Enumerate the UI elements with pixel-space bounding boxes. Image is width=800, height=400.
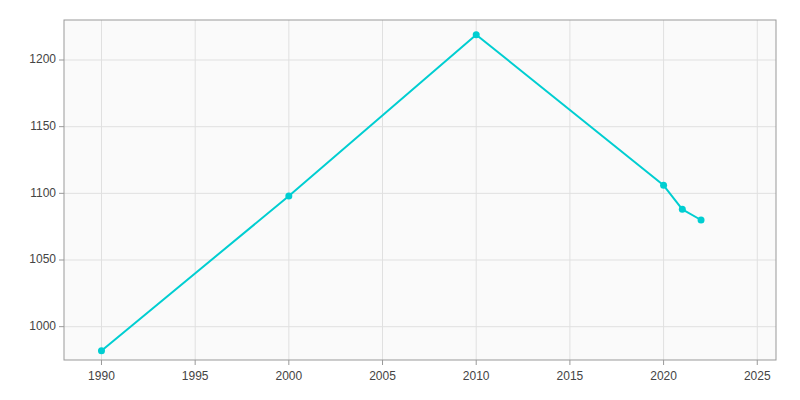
x-tick-label: 2025 bbox=[744, 369, 771, 383]
y-tick-label: 1050 bbox=[29, 252, 56, 266]
x-tick-label: 2020 bbox=[650, 369, 677, 383]
point bbox=[473, 31, 480, 38]
x-grid-line bbox=[288, 20, 289, 360]
x-tick-label: 2000 bbox=[275, 369, 302, 383]
point bbox=[679, 206, 686, 213]
y-tick-label: 1200 bbox=[29, 52, 56, 66]
line bbox=[101, 35, 701, 351]
x-tick-label: 2005 bbox=[369, 369, 396, 383]
y-grid-line bbox=[64, 60, 776, 61]
axes: 1000 1050 1100 1150 1200 1990 1995 2000 2005 2010… bbox=[29, 52, 771, 383]
y-tick bbox=[59, 193, 64, 194]
x-tick-label: 2010 bbox=[463, 369, 490, 383]
y-grid-line bbox=[64, 260, 776, 261]
point bbox=[660, 182, 667, 189]
y-tick bbox=[59, 60, 64, 61]
y-tick-label: 1100 bbox=[30, 186, 56, 200]
x-grid-line bbox=[569, 20, 570, 360]
x-grid-line bbox=[663, 20, 664, 360]
y-tick-label: 1000 bbox=[29, 319, 56, 333]
x-tick bbox=[288, 360, 289, 365]
x-grid-line bbox=[195, 20, 196, 360]
x-tick-label: 1990 bbox=[88, 369, 115, 383]
plot-background bbox=[64, 20, 776, 360]
x-tick-label: 2015 bbox=[557, 369, 584, 383]
x-tick bbox=[382, 360, 383, 365]
x-tick bbox=[195, 360, 196, 365]
x-grid-line bbox=[382, 20, 383, 360]
y-tick bbox=[59, 260, 64, 261]
x-tick bbox=[101, 360, 102, 365]
x-tick bbox=[476, 360, 477, 365]
y-grid-line bbox=[64, 126, 776, 127]
x-tick-label: 1995 bbox=[182, 369, 209, 383]
x-tick bbox=[569, 360, 570, 365]
point bbox=[98, 347, 105, 354]
x-grid-line bbox=[757, 20, 758, 360]
y-tick bbox=[59, 326, 64, 327]
chart-container: 1000 1050 1100 1150 1200 1990 1995 2000 2005 2010… bbox=[0, 0, 800, 400]
y-tick-label: 1150 bbox=[30, 119, 56, 133]
x-grid-line bbox=[476, 20, 477, 360]
plot-frame bbox=[64, 20, 776, 360]
chart-svg: 1000 1050 1100 1150 1200 1990 1995 2000 2005 2010… bbox=[0, 0, 800, 400]
data-group bbox=[98, 31, 705, 354]
point bbox=[698, 217, 705, 224]
x-tick bbox=[757, 360, 758, 365]
y-tick bbox=[59, 126, 64, 127]
x-grid-line bbox=[101, 20, 102, 360]
grid bbox=[64, 20, 776, 360]
y-grid-line bbox=[64, 326, 776, 327]
x-tick bbox=[663, 360, 664, 365]
point bbox=[285, 193, 292, 200]
